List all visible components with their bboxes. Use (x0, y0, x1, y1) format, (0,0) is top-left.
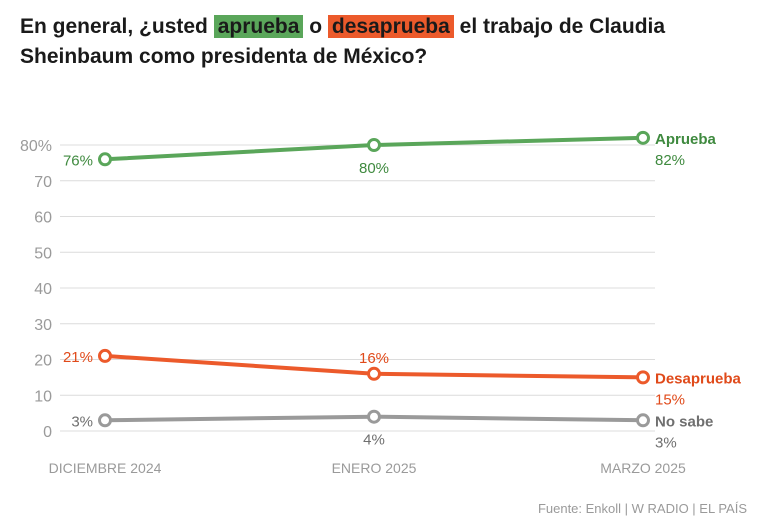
series-name-label: Aprueba (655, 131, 717, 148)
y-tick-label: 50 (34, 245, 52, 262)
data-point (98, 348, 112, 363)
data-point (636, 130, 650, 145)
chart-title: En general, ¿usted aprueba o desaprueba … (20, 12, 750, 72)
title-highlight-aprueba: aprueba (213, 15, 304, 38)
data-point (367, 409, 381, 424)
data-point (367, 138, 381, 152)
source-credit: Fuente: Enkoll | W RADIO | EL PAÍS (537, 501, 747, 516)
x-tick-label: MARZO 2025 (600, 460, 686, 476)
series-no-sabe: 3% 4% 3% No sabe (71, 409, 713, 451)
x-tick-label: DICIEMBRE 2024 (49, 460, 162, 476)
series-aprueba: 76% 80% 82% Aprueba (63, 130, 717, 177)
line-chart: 0 10 20 30 40 50 60 70 80% DICIEMBRE 2024 ENERO 2… (20, 130, 742, 476)
y-tick-label: 30 (34, 317, 52, 334)
title-part-1: En general, ¿usted (20, 15, 214, 38)
y-axis-ticks: 0 10 20 30 40 50 60 70 80% (20, 138, 52, 441)
data-label: 15% (655, 391, 685, 408)
y-tick-label: 20 (34, 353, 52, 370)
series-name-label: No sabe (655, 413, 713, 430)
data-label: 3% (71, 413, 93, 430)
data-label: 82% (655, 152, 685, 169)
y-tick-label: 60 (34, 210, 52, 227)
x-axis-ticks: DICIEMBRE 2024 ENERO 2025 MARZO 2025 (49, 460, 686, 476)
y-tick-label: 0 (43, 424, 52, 441)
title-part-2: o (303, 15, 328, 38)
data-label: 21% (63, 349, 93, 366)
data-label: 4% (363, 432, 385, 449)
data-point (636, 370, 650, 385)
data-point (98, 152, 112, 167)
data-label: 76% (63, 152, 93, 169)
series-name-label: Desaprueba (655, 370, 742, 387)
y-tick-label: 40 (34, 281, 52, 298)
data-point (98, 413, 112, 428)
y-tick-label: 80% (20, 138, 52, 155)
data-point (636, 413, 650, 428)
title-part-3: el trabajo de Claudia Sheinbaum como pre… (20, 15, 666, 68)
y-tick-label: 70 (34, 174, 52, 191)
data-label: 3% (655, 434, 677, 451)
data-point (367, 366, 381, 381)
data-label: 80% (359, 160, 389, 177)
x-tick-label: ENERO 2025 (332, 460, 417, 476)
series-desaprueba: 21% 16% 15% Desaprueba (63, 348, 742, 408)
grid-lines (60, 144, 655, 432)
y-tick-label: 10 (34, 388, 52, 405)
title-highlight-desaprueba: desaprueba (327, 15, 454, 38)
data-label: 16% (359, 350, 389, 367)
